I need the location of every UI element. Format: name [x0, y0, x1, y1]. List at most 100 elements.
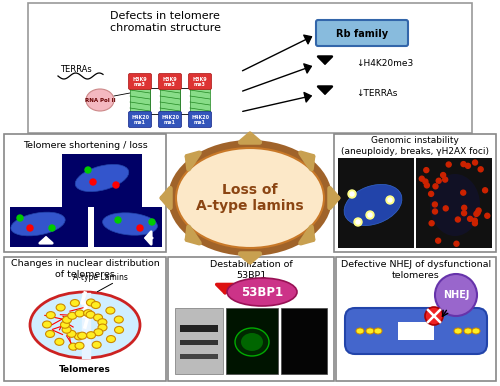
- Ellipse shape: [84, 310, 92, 317]
- FancyBboxPatch shape: [128, 73, 152, 90]
- Circle shape: [113, 182, 119, 188]
- Circle shape: [436, 238, 440, 243]
- Circle shape: [476, 208, 481, 213]
- Circle shape: [17, 215, 23, 221]
- Circle shape: [466, 163, 470, 168]
- Circle shape: [49, 225, 55, 231]
- Ellipse shape: [78, 332, 86, 339]
- Circle shape: [388, 198, 392, 202]
- Ellipse shape: [60, 321, 70, 328]
- Ellipse shape: [42, 321, 51, 328]
- Ellipse shape: [86, 311, 95, 318]
- FancyBboxPatch shape: [190, 88, 210, 114]
- FancyBboxPatch shape: [188, 73, 212, 90]
- Ellipse shape: [86, 299, 96, 306]
- Text: H3K9
me3: H3K9 me3: [192, 76, 208, 87]
- Circle shape: [475, 210, 480, 215]
- Circle shape: [424, 183, 430, 188]
- Ellipse shape: [62, 316, 72, 323]
- Ellipse shape: [74, 333, 84, 340]
- Text: Loss of: Loss of: [222, 183, 278, 197]
- Circle shape: [350, 192, 354, 196]
- Circle shape: [425, 307, 443, 325]
- Circle shape: [446, 162, 451, 167]
- FancyBboxPatch shape: [10, 207, 88, 247]
- FancyBboxPatch shape: [92, 207, 162, 247]
- Circle shape: [348, 190, 356, 198]
- Ellipse shape: [374, 328, 382, 334]
- Circle shape: [433, 184, 438, 189]
- Circle shape: [472, 160, 478, 165]
- Circle shape: [460, 190, 466, 195]
- Circle shape: [454, 241, 459, 246]
- Circle shape: [386, 196, 394, 204]
- Text: ↓TERRAs: ↓TERRAs: [356, 88, 398, 98]
- Text: Changes in nuclear distribution
of telomeres: Changes in nuclear distribution of telom…: [10, 259, 160, 279]
- Ellipse shape: [464, 328, 472, 334]
- FancyBboxPatch shape: [128, 112, 152, 127]
- FancyBboxPatch shape: [180, 354, 218, 359]
- FancyBboxPatch shape: [345, 308, 487, 354]
- Circle shape: [354, 218, 362, 226]
- Ellipse shape: [168, 140, 332, 256]
- Ellipse shape: [31, 293, 139, 357]
- Circle shape: [137, 225, 143, 231]
- Text: H4K20
me1: H4K20 me1: [191, 115, 209, 125]
- Ellipse shape: [86, 332, 96, 339]
- Circle shape: [432, 202, 438, 207]
- Text: H4K20
me1: H4K20 me1: [161, 115, 179, 125]
- Ellipse shape: [62, 326, 71, 333]
- Circle shape: [366, 211, 374, 219]
- FancyBboxPatch shape: [28, 3, 472, 133]
- Ellipse shape: [98, 319, 107, 326]
- Ellipse shape: [70, 300, 80, 306]
- Ellipse shape: [106, 335, 116, 342]
- Circle shape: [472, 218, 478, 223]
- Ellipse shape: [344, 185, 402, 225]
- Text: NHEJ: NHEJ: [443, 290, 469, 300]
- FancyBboxPatch shape: [336, 257, 496, 381]
- Ellipse shape: [356, 328, 364, 334]
- Circle shape: [485, 213, 490, 218]
- Text: Telomeres: Telomeres: [59, 366, 111, 374]
- Text: Genomic instability
(aneuploidy, breaks, γH2AX foci): Genomic instability (aneuploidy, breaks,…: [341, 136, 489, 156]
- Text: A-type Lamins: A-type Lamins: [73, 274, 128, 283]
- Circle shape: [429, 221, 434, 226]
- Ellipse shape: [46, 312, 56, 318]
- Text: TERRAs: TERRAs: [60, 66, 92, 74]
- FancyBboxPatch shape: [281, 308, 327, 374]
- Ellipse shape: [176, 148, 324, 248]
- Text: H3K9
me3: H3K9 me3: [132, 76, 148, 87]
- FancyBboxPatch shape: [4, 134, 166, 252]
- Circle shape: [474, 212, 479, 217]
- Ellipse shape: [94, 329, 103, 336]
- FancyBboxPatch shape: [226, 308, 278, 374]
- Ellipse shape: [92, 301, 100, 308]
- Circle shape: [482, 188, 488, 193]
- Ellipse shape: [94, 314, 102, 321]
- FancyBboxPatch shape: [175, 308, 223, 374]
- Ellipse shape: [75, 310, 84, 317]
- Circle shape: [428, 191, 434, 196]
- FancyBboxPatch shape: [338, 158, 414, 248]
- FancyBboxPatch shape: [316, 20, 408, 46]
- Ellipse shape: [86, 89, 114, 111]
- Ellipse shape: [67, 330, 76, 337]
- FancyBboxPatch shape: [88, 207, 94, 247]
- Circle shape: [356, 220, 360, 224]
- Ellipse shape: [227, 278, 297, 306]
- Circle shape: [440, 173, 446, 178]
- Circle shape: [461, 162, 466, 167]
- Circle shape: [443, 206, 448, 211]
- Circle shape: [424, 168, 429, 173]
- FancyBboxPatch shape: [158, 73, 182, 90]
- Text: A-type lamins: A-type lamins: [196, 199, 304, 213]
- Circle shape: [115, 217, 121, 223]
- Ellipse shape: [76, 164, 128, 191]
- Circle shape: [435, 274, 477, 316]
- Text: Telomere shortening / loss: Telomere shortening / loss: [22, 142, 148, 151]
- Ellipse shape: [11, 212, 65, 236]
- Ellipse shape: [68, 312, 76, 319]
- Circle shape: [368, 213, 372, 217]
- Ellipse shape: [235, 328, 269, 356]
